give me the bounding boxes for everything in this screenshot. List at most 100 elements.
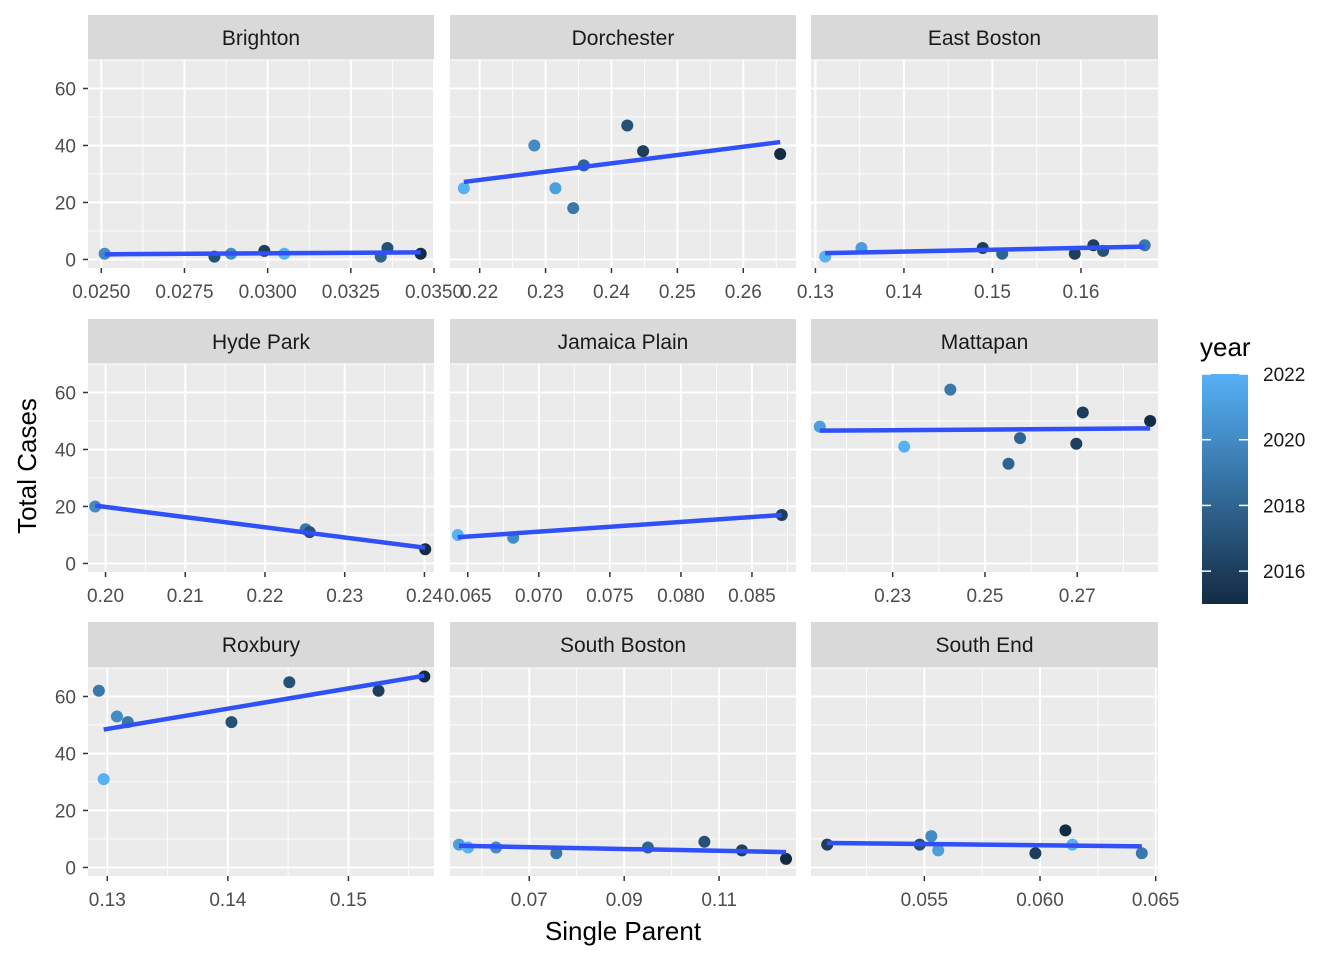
y-tick-label: 60: [55, 79, 76, 100]
strip-label-dorchester: Dorchester: [572, 27, 675, 50]
panel-brighton: Brighton 0.0250 0.0275 0.0300 0.0325 0.0350 0 2…: [55, 15, 463, 303]
data-point: [1002, 457, 1015, 470]
x-tick-label: 0.070: [515, 586, 563, 607]
trend-line: [104, 250, 421, 257]
y-tick-label: 40: [55, 136, 76, 157]
x-tick-label: 0.23: [874, 586, 911, 607]
y-tick-label: 20: [55, 193, 76, 214]
x-tick-label: 0.22: [461, 282, 498, 303]
data-point: [1076, 406, 1089, 419]
x-tick-label: 0.0275: [155, 282, 213, 303]
legend-tick-label: 2020: [1263, 431, 1305, 452]
panel-background: [811, 60, 1158, 268]
data-point: [1059, 824, 1072, 837]
panel-jamaica-plain: Jamaica Plain 0.065 0.070 0.075 0.080 0.085: [444, 319, 796, 607]
trend-line: [94, 503, 426, 551]
data-point: [457, 182, 470, 195]
data-point: [225, 716, 238, 729]
data-point: [944, 383, 957, 396]
panel-background: [88, 668, 434, 876]
data-point: [97, 773, 110, 786]
data-point: [92, 684, 105, 697]
x-tick-label: 0.060: [1016, 890, 1064, 911]
trend-line: [827, 840, 1142, 849]
x-tick-label: 0.15: [330, 890, 367, 911]
data-point: [567, 202, 580, 215]
legend-tick-label: 2016: [1263, 562, 1305, 583]
x-tick-label: 0.07: [511, 890, 548, 911]
x-tick-label: 0.14: [209, 890, 246, 911]
trend-line: [825, 244, 1145, 256]
legend-tick-label: 2022: [1263, 365, 1305, 386]
legend-title: year: [1200, 332, 1251, 362]
x-tick-label: 0.27: [1059, 586, 1096, 607]
x-tick-label: 0.26: [725, 282, 762, 303]
y-tick-label: 20: [55, 497, 76, 518]
x-tick-label: 0.13: [89, 890, 126, 911]
strip-label-south-boston: South Boston: [560, 634, 686, 657]
panel-mattapan: Mattapan 0.23 0.25 0.27: [811, 319, 1158, 607]
y-tick-label: 60: [55, 383, 76, 404]
x-tick-label: 0.065: [1132, 890, 1180, 911]
x-tick-label: 0.075: [586, 586, 634, 607]
data-point: [1068, 247, 1081, 260]
x-tick-label: 0.0325: [322, 282, 380, 303]
strip-label-south-end: South End: [935, 634, 1033, 657]
x-tick-label: 0.25: [659, 282, 696, 303]
data-point: [372, 684, 385, 697]
strip-east-boston: [811, 15, 1158, 60]
data-point: [1070, 437, 1083, 450]
panel-roxbury: Roxbury 0.13 0.14 0.15 0 20 40 60: [55, 622, 434, 911]
strip-label-roxbury: Roxbury: [222, 634, 301, 657]
strip-mattapan: [811, 319, 1158, 364]
y-tick-label: 0: [65, 250, 76, 271]
strip-label-east-boston: East Boston: [928, 27, 1041, 50]
strip-jamaica-plain: [450, 319, 796, 364]
data-point: [549, 182, 562, 195]
x-tick-label: 0.15: [974, 282, 1011, 303]
legend-colorbar: [1202, 374, 1248, 604]
facet-panels: Brighton 0.0250 0.0275 0.0300 0.0325 0.0350 0 2…: [55, 15, 1180, 911]
data-point: [621, 119, 634, 132]
panel-background: [450, 668, 796, 876]
data-point: [698, 835, 711, 848]
y-tick-label: 40: [55, 744, 76, 765]
data-point: [925, 830, 938, 843]
y-tick-label: 60: [55, 687, 76, 708]
trend-line: [458, 843, 787, 855]
panel-background: [450, 364, 796, 572]
y-tick-label: 0: [65, 554, 76, 575]
y-tick-label: 40: [55, 440, 76, 461]
strip-brighton: [88, 15, 434, 60]
panel-east-boston: East Boston 0.13 0.14 0.15 0.16: [797, 15, 1158, 303]
x-tick-label: 0.0300: [239, 282, 297, 303]
x-tick-label: 0.20: [87, 586, 124, 607]
data-point: [932, 844, 945, 857]
data-point: [780, 852, 793, 865]
strip-label-hyde-park: Hyde Park: [212, 331, 311, 354]
strip-label-jamaica-plain: Jamaica Plain: [558, 331, 689, 354]
panel-background: [88, 60, 434, 268]
strip-hyde-park: [88, 319, 434, 364]
x-tick-label: 0.0250: [72, 282, 130, 303]
x-tick-label: 0.23: [527, 282, 564, 303]
data-point: [528, 139, 541, 152]
data-point: [1135, 847, 1148, 860]
strip-dorchester: [450, 15, 796, 60]
data-point: [637, 145, 650, 158]
strip-roxbury: [88, 622, 434, 668]
panel-dorchester: Dorchester 0.22 0.23 0.24 0.25 0.26: [450, 15, 796, 303]
y-tick-label: 0: [65, 858, 76, 879]
trend-line: [103, 673, 425, 732]
x-tick-label: 0.080: [657, 586, 705, 607]
x-axis-title: Single Parent: [545, 916, 702, 946]
data-point: [110, 710, 123, 723]
x-tick-label: 0.085: [728, 586, 776, 607]
x-tick-label: 0.25: [966, 586, 1003, 607]
legend-tick-label: 2018: [1263, 496, 1305, 517]
panel-south-boston: South Boston 0.07 0.09 0.11: [450, 622, 796, 911]
strip-south-boston: [450, 622, 796, 668]
x-tick-label: 0.09: [606, 890, 643, 911]
trend-line: [457, 512, 782, 540]
x-tick-label: 0.11: [701, 890, 737, 911]
